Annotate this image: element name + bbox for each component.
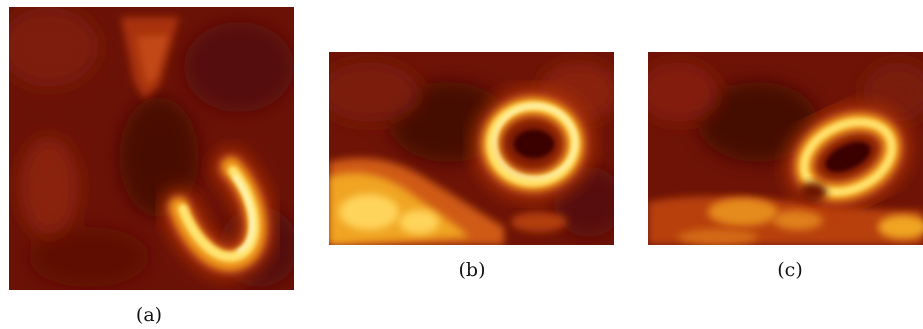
ring-structure [474, 89, 592, 199]
caption-b: (b) [458, 259, 486, 281]
bright-region [648, 196, 923, 245]
caption-a: (a) [135, 304, 163, 326]
image-panel-a [9, 7, 294, 290]
bright-region [329, 157, 567, 245]
image-panel-c [648, 52, 923, 245]
background-texture [648, 62, 923, 162]
heatmap-image-b [329, 52, 614, 245]
image-panel-b [329, 52, 614, 245]
v-shaped-blob [121, 17, 179, 99]
caption-c: (c) [777, 259, 803, 281]
tilted-ring-structure [787, 105, 909, 209]
heatmap-image-c [648, 52, 923, 245]
heatmap-image-a [9, 7, 294, 290]
u-shaped-structure [162, 150, 274, 278]
